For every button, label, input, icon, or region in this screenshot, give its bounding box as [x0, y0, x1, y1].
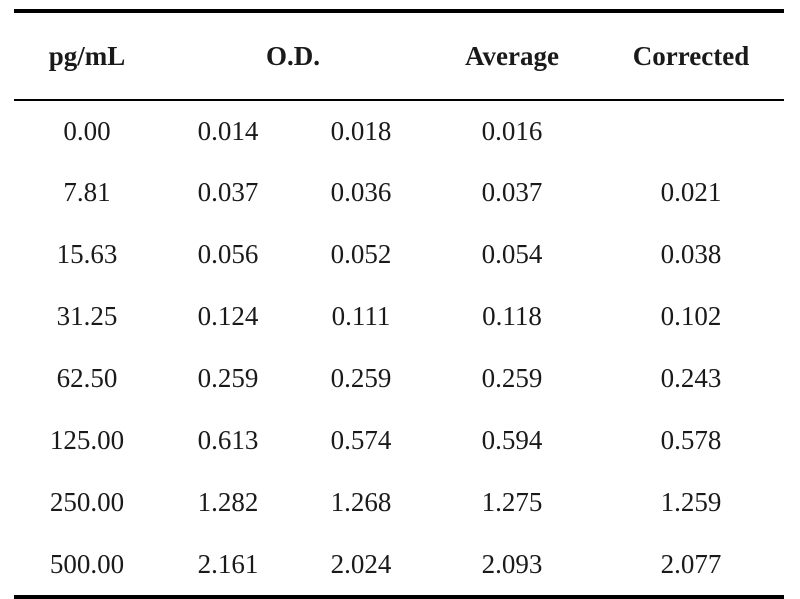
- cell-corrected: [598, 101, 784, 161]
- cell-corrected: 2.077: [660, 548, 722, 579]
- cell-od2: 0.259: [330, 362, 392, 393]
- table-row: 31.25 0.124 0.111 0.118 0.102: [14, 285, 784, 347]
- cell-od1: 0.014: [197, 115, 259, 146]
- cell-concentration: 7.81: [63, 176, 111, 207]
- cell-od1: 0.259: [197, 362, 259, 393]
- cell-od1: 2.161: [197, 548, 259, 579]
- data-table-container: pg/mL O.D. Average Corrected 0.00 0.014 …: [14, 9, 784, 599]
- cell-corrected: 0.038: [660, 238, 722, 269]
- header-rule: [14, 99, 784, 101]
- cell-od2: 0.111: [331, 300, 391, 331]
- header-row: pg/mL O.D. Average Corrected: [14, 13, 784, 99]
- header-corrected: Corrected: [632, 40, 750, 71]
- cell-od1: 1.282: [197, 486, 259, 517]
- cell-od1: 0.056: [197, 238, 259, 269]
- cell-average: 0.594: [481, 424, 543, 455]
- cell-average: 2.093: [481, 548, 543, 579]
- table-row: 62.50 0.259 0.259 0.259 0.243: [14, 347, 784, 409]
- cell-concentration: 250.00: [49, 486, 125, 517]
- standard-curve-table: pg/mL O.D. Average Corrected: [14, 13, 784, 99]
- cell-od1: 0.124: [197, 300, 259, 331]
- cell-concentration: 0.00: [63, 115, 111, 146]
- header-average: Average: [465, 40, 559, 71]
- cell-od2: 0.574: [330, 424, 392, 455]
- cell-od2: 0.052: [330, 238, 392, 269]
- cell-concentration: 15.63: [56, 238, 118, 269]
- cell-concentration: 62.50: [56, 362, 118, 393]
- table-row: 250.00 1.282 1.268 1.275 1.259: [14, 471, 784, 533]
- table-row: 15.63 0.056 0.052 0.054 0.038: [14, 223, 784, 285]
- cell-corrected: 1.259: [660, 486, 722, 517]
- cell-average: 0.037: [481, 176, 543, 207]
- table-row: 125.00 0.613 0.574 0.594 0.578: [14, 409, 784, 471]
- cell-od2: 0.036: [330, 176, 392, 207]
- table-row: 0.00 0.014 0.018 0.016: [14, 101, 784, 161]
- cell-average: 1.275: [481, 486, 543, 517]
- cell-od1: 0.613: [197, 424, 259, 455]
- cell-od1: 0.037: [197, 176, 259, 207]
- cell-average: 0.016: [481, 115, 543, 146]
- table-row: 500.00 2.161 2.024 2.093 2.077: [14, 533, 784, 595]
- cell-average: 0.118: [482, 300, 542, 331]
- cell-average: 0.259: [481, 362, 543, 393]
- cell-concentration: 500.00: [49, 548, 125, 579]
- header-concentration: pg/mL: [48, 40, 126, 71]
- top-rule: [14, 9, 784, 13]
- cell-corrected: 0.243: [660, 362, 722, 393]
- cell-corrected: 0.102: [660, 300, 722, 331]
- cell-od2: 0.018: [330, 115, 392, 146]
- standard-curve-body: 0.00 0.014 0.018 0.016 7.81 0.037 0.036 …: [14, 101, 784, 595]
- cell-od2: 1.268: [330, 486, 392, 517]
- header-od: O.D.: [266, 40, 320, 71]
- cell-concentration: 31.25: [56, 300, 118, 331]
- cell-concentration: 125.00: [49, 424, 125, 455]
- cell-corrected: 0.578: [660, 424, 722, 455]
- table-row: 7.81 0.037 0.036 0.037 0.021: [14, 161, 784, 223]
- cell-od2: 2.024: [330, 548, 392, 579]
- bottom-rule: [14, 595, 784, 599]
- cell-average: 0.054: [481, 238, 543, 269]
- cell-corrected: 0.021: [660, 176, 722, 207]
